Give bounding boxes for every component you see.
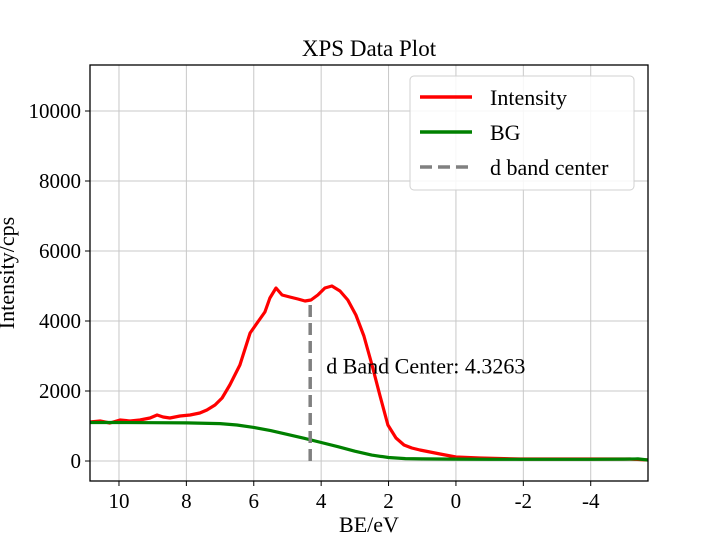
x-axis-ticks: 10 8 6 4 2 0 -2 -4 (108, 481, 600, 513)
y-tick-label: 0 (71, 449, 82, 473)
x-axis-label: BE/eV (339, 512, 399, 537)
y-tick-label: 6000 (39, 239, 81, 263)
bg-line (90, 420, 648, 462)
y-tick-label: 4000 (39, 309, 81, 333)
x-tick-label: -4 (582, 489, 600, 513)
legend-box (409, 75, 635, 191)
x-tick-label: 4 (316, 489, 327, 513)
legend: Intensity BG d band center (409, 75, 635, 191)
x-tick-label: 0 (451, 489, 462, 513)
legend-label: BG (490, 120, 521, 145)
y-tick-label: 2000 (39, 379, 81, 403)
y-axis-label: Intensity/cps (0, 217, 19, 329)
legend-label: d band center (490, 155, 609, 180)
intensity-line (90, 284, 648, 462)
y-tick-label: 10000 (29, 99, 82, 123)
y-tick-label: 8000 (39, 169, 81, 193)
data-series (90, 284, 648, 462)
y-axis-ticks: 0 2000 4000 6000 8000 10000 (29, 99, 90, 473)
x-tick-label: 2 (383, 489, 394, 513)
chart-title: XPS Data Plot (302, 36, 437, 61)
d-band-center-annotation: d Band Center: 4.3263 (326, 354, 525, 379)
x-tick-label: -2 (515, 489, 533, 513)
x-tick-label: 10 (108, 489, 129, 513)
legend-label: Intensity (490, 85, 567, 110)
x-tick-label: 6 (249, 489, 260, 513)
plot-frame (89, 64, 649, 482)
x-tick-label: 8 (181, 489, 192, 513)
